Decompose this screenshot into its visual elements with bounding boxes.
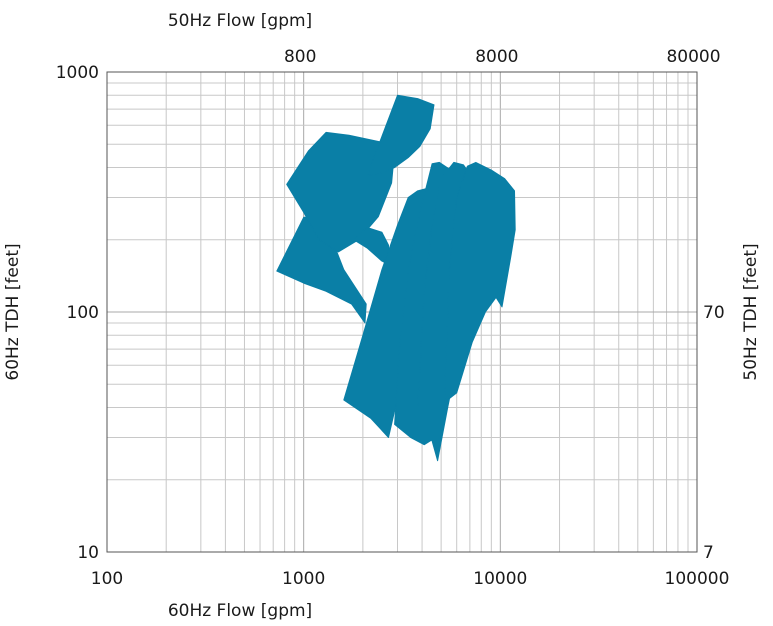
x-tick-label: 100000 xyxy=(665,569,730,589)
y-tick-label: 100 xyxy=(67,303,99,323)
y-axis-ticks: 10 100 1000 xyxy=(56,63,99,563)
y2-tick-label: 7 xyxy=(703,543,714,563)
y-axis-title: 60Hz TDH [feet] xyxy=(3,243,23,380)
x-tick-label: 1000 xyxy=(282,569,325,589)
x2-tick-label: 80000 xyxy=(666,47,720,67)
x2-tick-label: 800 xyxy=(284,47,316,67)
performance-region-3 xyxy=(353,227,389,265)
x-axis-title: 60Hz Flow [gpm] xyxy=(168,601,312,621)
x2-tick-label: 8000 xyxy=(475,47,518,67)
performance-region-8 xyxy=(444,161,516,403)
x-tick-label: 100 xyxy=(91,569,123,589)
x2-axis-ticks: 800 8000 80000 xyxy=(284,47,721,67)
y2-axis-title: 50Hz TDH [feet] xyxy=(741,243,761,380)
y2-tick-label: 70 xyxy=(703,303,725,323)
performance-regions xyxy=(276,94,516,462)
y2-axis-ticks: 7 70 xyxy=(703,303,725,563)
x-tick-label: 10000 xyxy=(473,569,527,589)
performance-region-4 xyxy=(366,94,435,177)
plot-frame xyxy=(106,71,698,553)
x-axis-ticks: 100 1000 10000 100000 xyxy=(91,569,730,589)
performance-region-2 xyxy=(286,131,396,253)
y-tick-label: 1000 xyxy=(56,63,99,83)
x2-axis-title: 50Hz Flow [gpm] xyxy=(168,11,312,31)
y-tick-label: 10 xyxy=(77,543,99,563)
